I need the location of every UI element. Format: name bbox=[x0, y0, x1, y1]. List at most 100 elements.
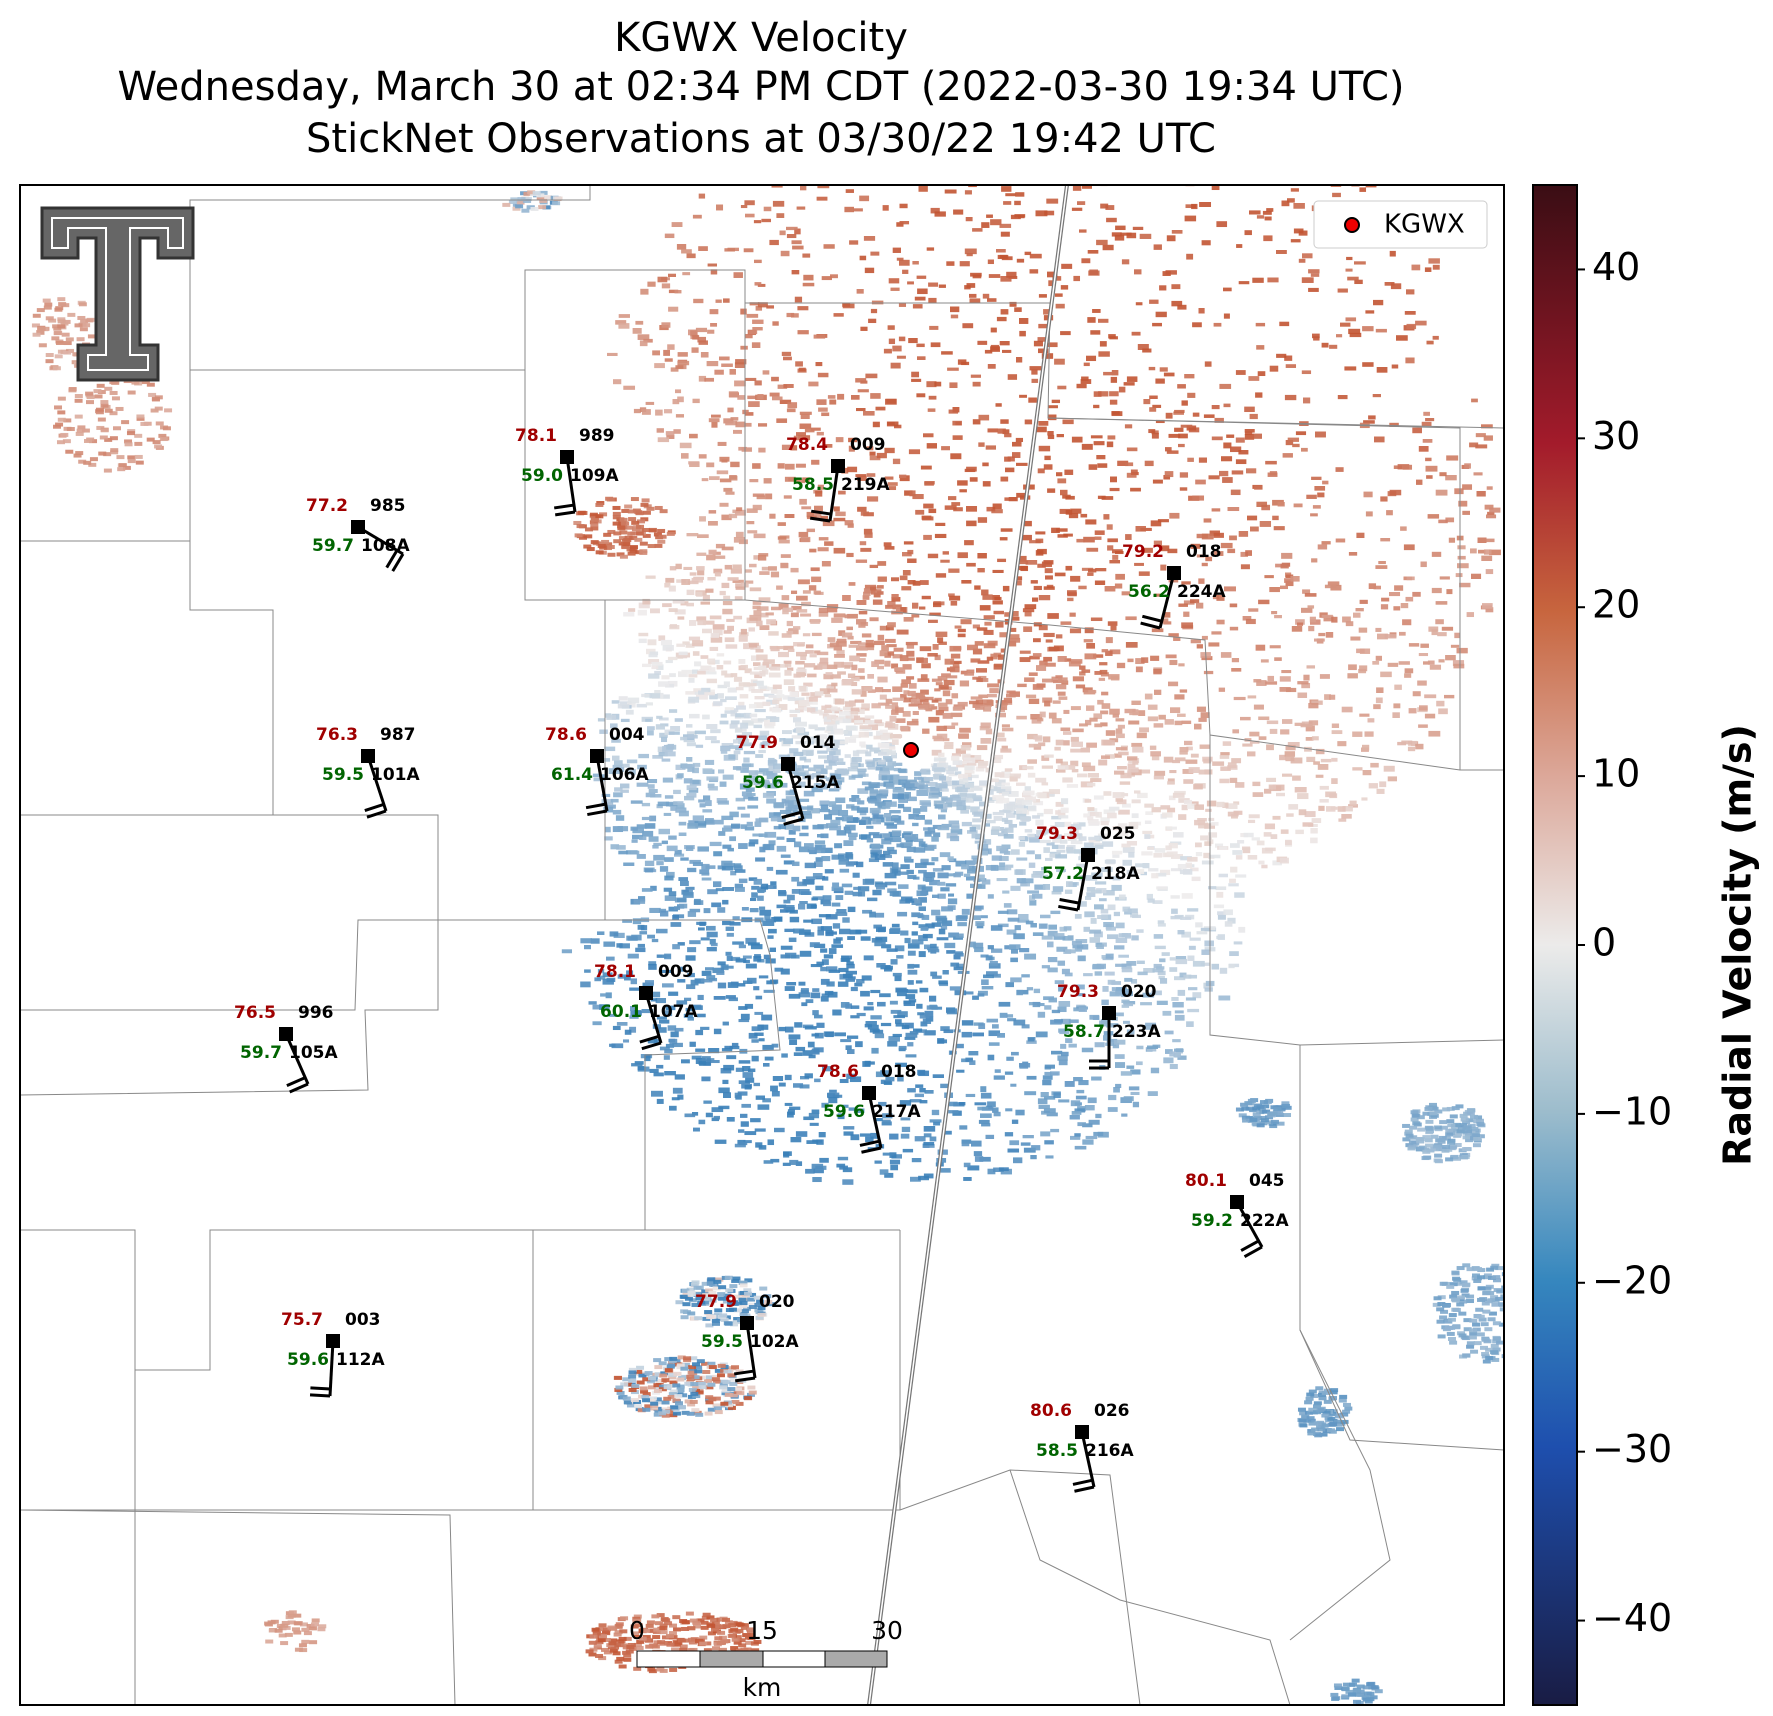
echo bbox=[826, 966, 838, 972]
echo bbox=[900, 1117, 911, 1121]
echo bbox=[753, 1082, 761, 1087]
echo bbox=[773, 763, 785, 770]
echo bbox=[833, 661, 844, 668]
echo bbox=[814, 1014, 823, 1019]
echo bbox=[1190, 639, 1201, 644]
echo bbox=[1051, 815, 1062, 820]
echo bbox=[1198, 769, 1211, 775]
echo bbox=[714, 571, 721, 577]
echo bbox=[1087, 773, 1100, 778]
echo bbox=[613, 932, 625, 939]
echo bbox=[713, 881, 722, 888]
echo bbox=[980, 1092, 992, 1099]
echo bbox=[1147, 1045, 1159, 1049]
echo bbox=[845, 1045, 852, 1050]
echo bbox=[843, 840, 854, 847]
echo bbox=[1169, 1064, 1178, 1070]
echo bbox=[1224, 586, 1236, 592]
echo bbox=[950, 653, 961, 659]
echo bbox=[904, 836, 915, 841]
echo bbox=[981, 589, 989, 596]
echo bbox=[754, 282, 762, 286]
echo bbox=[1086, 782, 1096, 787]
echo bbox=[1127, 908, 1138, 913]
echo bbox=[823, 244, 835, 249]
echo bbox=[1285, 574, 1294, 579]
echo bbox=[1143, 399, 1151, 405]
echo bbox=[701, 1076, 711, 1082]
echo bbox=[1216, 619, 1225, 625]
echo bbox=[808, 724, 818, 729]
echo bbox=[1077, 993, 1086, 997]
echo bbox=[911, 834, 919, 840]
echo bbox=[867, 689, 876, 693]
echo bbox=[1005, 1108, 1013, 1112]
echo bbox=[700, 601, 711, 605]
echo bbox=[961, 1031, 972, 1038]
echo bbox=[723, 825, 732, 829]
echo bbox=[870, 852, 878, 858]
echo bbox=[1159, 958, 1166, 963]
echo bbox=[970, 374, 982, 378]
echo bbox=[814, 1032, 824, 1039]
echo bbox=[978, 414, 990, 421]
echo bbox=[735, 797, 746, 802]
echo bbox=[718, 831, 726, 836]
echo bbox=[732, 916, 740, 920]
echo bbox=[1035, 426, 1047, 433]
echo bbox=[1230, 866, 1238, 873]
echo bbox=[1139, 233, 1152, 239]
echo bbox=[924, 704, 935, 710]
echo bbox=[919, 1088, 926, 1093]
echo bbox=[925, 1030, 936, 1036]
echo bbox=[726, 1055, 737, 1060]
echo bbox=[883, 542, 892, 547]
echo bbox=[831, 886, 844, 892]
echo bbox=[804, 1026, 817, 1030]
echo bbox=[718, 769, 725, 774]
echo bbox=[1126, 1029, 1135, 1035]
echo bbox=[1074, 914, 1082, 919]
echo bbox=[922, 877, 935, 882]
echo bbox=[1074, 1145, 1087, 1150]
echo bbox=[841, 730, 848, 734]
echo bbox=[1104, 586, 1116, 592]
echo bbox=[786, 312, 795, 318]
echo bbox=[1152, 479, 1163, 484]
echo bbox=[1389, 250, 1396, 257]
echo bbox=[787, 648, 795, 652]
echo bbox=[811, 1109, 820, 1115]
echo bbox=[1110, 476, 1117, 483]
echo bbox=[1252, 433, 1262, 439]
echo bbox=[1421, 421, 1432, 427]
echo bbox=[839, 711, 851, 716]
echo bbox=[1070, 508, 1082, 514]
echo bbox=[1417, 680, 1427, 686]
echo bbox=[1247, 751, 1256, 757]
echo bbox=[721, 743, 734, 747]
echo bbox=[1058, 1059, 1068, 1066]
echo bbox=[768, 840, 776, 846]
echo bbox=[1031, 718, 1042, 724]
echo bbox=[630, 1010, 642, 1016]
echo bbox=[1046, 842, 1055, 846]
echo bbox=[1000, 276, 1012, 282]
echo bbox=[719, 781, 727, 787]
echo bbox=[842, 1179, 854, 1185]
echo bbox=[860, 547, 872, 552]
echo bbox=[935, 783, 948, 789]
echo bbox=[868, 800, 878, 804]
echo bbox=[827, 728, 836, 735]
echo bbox=[785, 790, 795, 796]
echo bbox=[938, 702, 948, 707]
echo bbox=[781, 1053, 788, 1058]
echo bbox=[935, 522, 946, 527]
echo bbox=[727, 625, 734, 631]
echo bbox=[796, 609, 808, 613]
echo bbox=[828, 759, 837, 766]
echo bbox=[1237, 840, 1245, 844]
echo bbox=[815, 490, 823, 497]
echo bbox=[1251, 148, 1259, 153]
echo bbox=[597, 969, 605, 973]
echo bbox=[795, 361, 803, 367]
